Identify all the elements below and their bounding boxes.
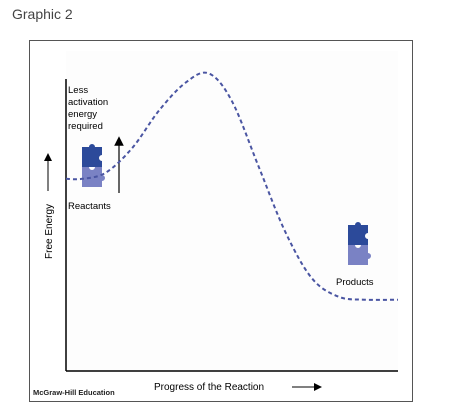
curve-point	[105, 172, 107, 174]
curve-point	[185, 82, 187, 84]
curve-point	[364, 299, 366, 301]
credit-text: McGraw-Hill Education	[33, 388, 115, 397]
activation-line-3: energy	[68, 109, 97, 120]
reactants-label: Reactants	[68, 201, 111, 212]
curve-point	[65, 178, 67, 180]
curve-point	[208, 72, 210, 74]
activation-line-2: activation	[68, 97, 108, 108]
curve-point	[131, 147, 133, 149]
curve-point	[311, 277, 313, 279]
activation-energy-label: Less activation energy required	[68, 85, 111, 132]
curve-point	[337, 296, 339, 298]
activation-line-4: required	[68, 121, 103, 132]
figure-frame: Free Energy Progress of the Reaction McG…	[29, 40, 413, 402]
energy-diagram: Free Energy Progress of the Reaction McG…	[33, 51, 399, 397]
activation-line-1: Less	[68, 85, 88, 96]
products-label: Products	[336, 277, 374, 288]
curve-point	[82, 178, 84, 180]
graphic-caption: Graphic 2	[12, 6, 73, 22]
x-axis-label: Progress of the Reaction	[154, 382, 264, 393]
curve-point	[231, 100, 233, 102]
energy-curve	[65, 71, 399, 301]
curve-point	[258, 165, 260, 167]
products-puzzle-icon	[348, 222, 371, 265]
curve-point	[397, 299, 399, 301]
curve-point	[158, 110, 160, 112]
y-axis-label: Free Energy	[44, 204, 55, 259]
reactants-puzzle-icon	[82, 144, 105, 187]
plot-panel	[66, 51, 398, 371]
curve-point	[284, 231, 286, 233]
